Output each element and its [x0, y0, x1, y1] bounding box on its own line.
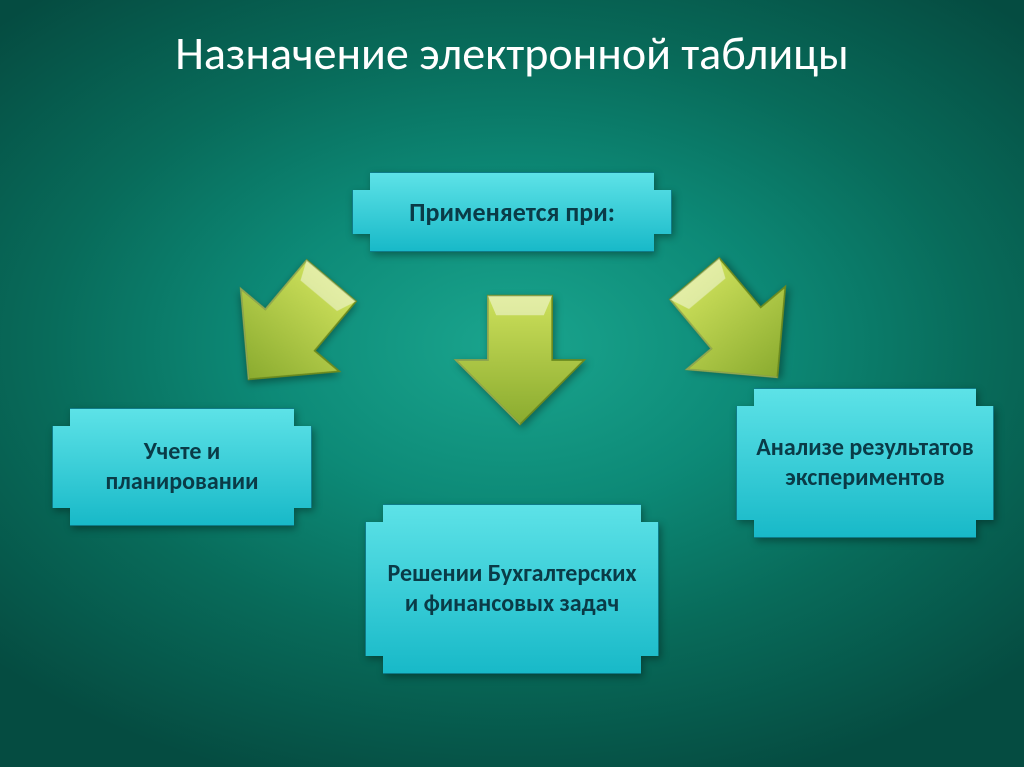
node-center: Решении Бухгалтерских и финансовых задач — [365, 504, 659, 674]
arrow-center — [450, 290, 590, 430]
node-root: Применяется при: — [352, 172, 672, 252]
node-left: Учете и планировании — [52, 408, 312, 526]
node-left-label: Учете и планировании — [52, 408, 312, 526]
node-root-label: Применяется при: — [352, 172, 672, 252]
node-right: Анализе результатов экспериментов — [736, 388, 994, 538]
arrow-left — [191, 231, 388, 428]
slide: Назначение электронной таблицы Применяет… — [0, 0, 1024, 767]
node-center-label: Решении Бухгалтерских и финансовых задач — [365, 504, 659, 674]
node-right-label: Анализе результатов экспериментов — [736, 388, 994, 538]
slide-title: Назначение электронной таблицы — [0, 28, 1024, 81]
